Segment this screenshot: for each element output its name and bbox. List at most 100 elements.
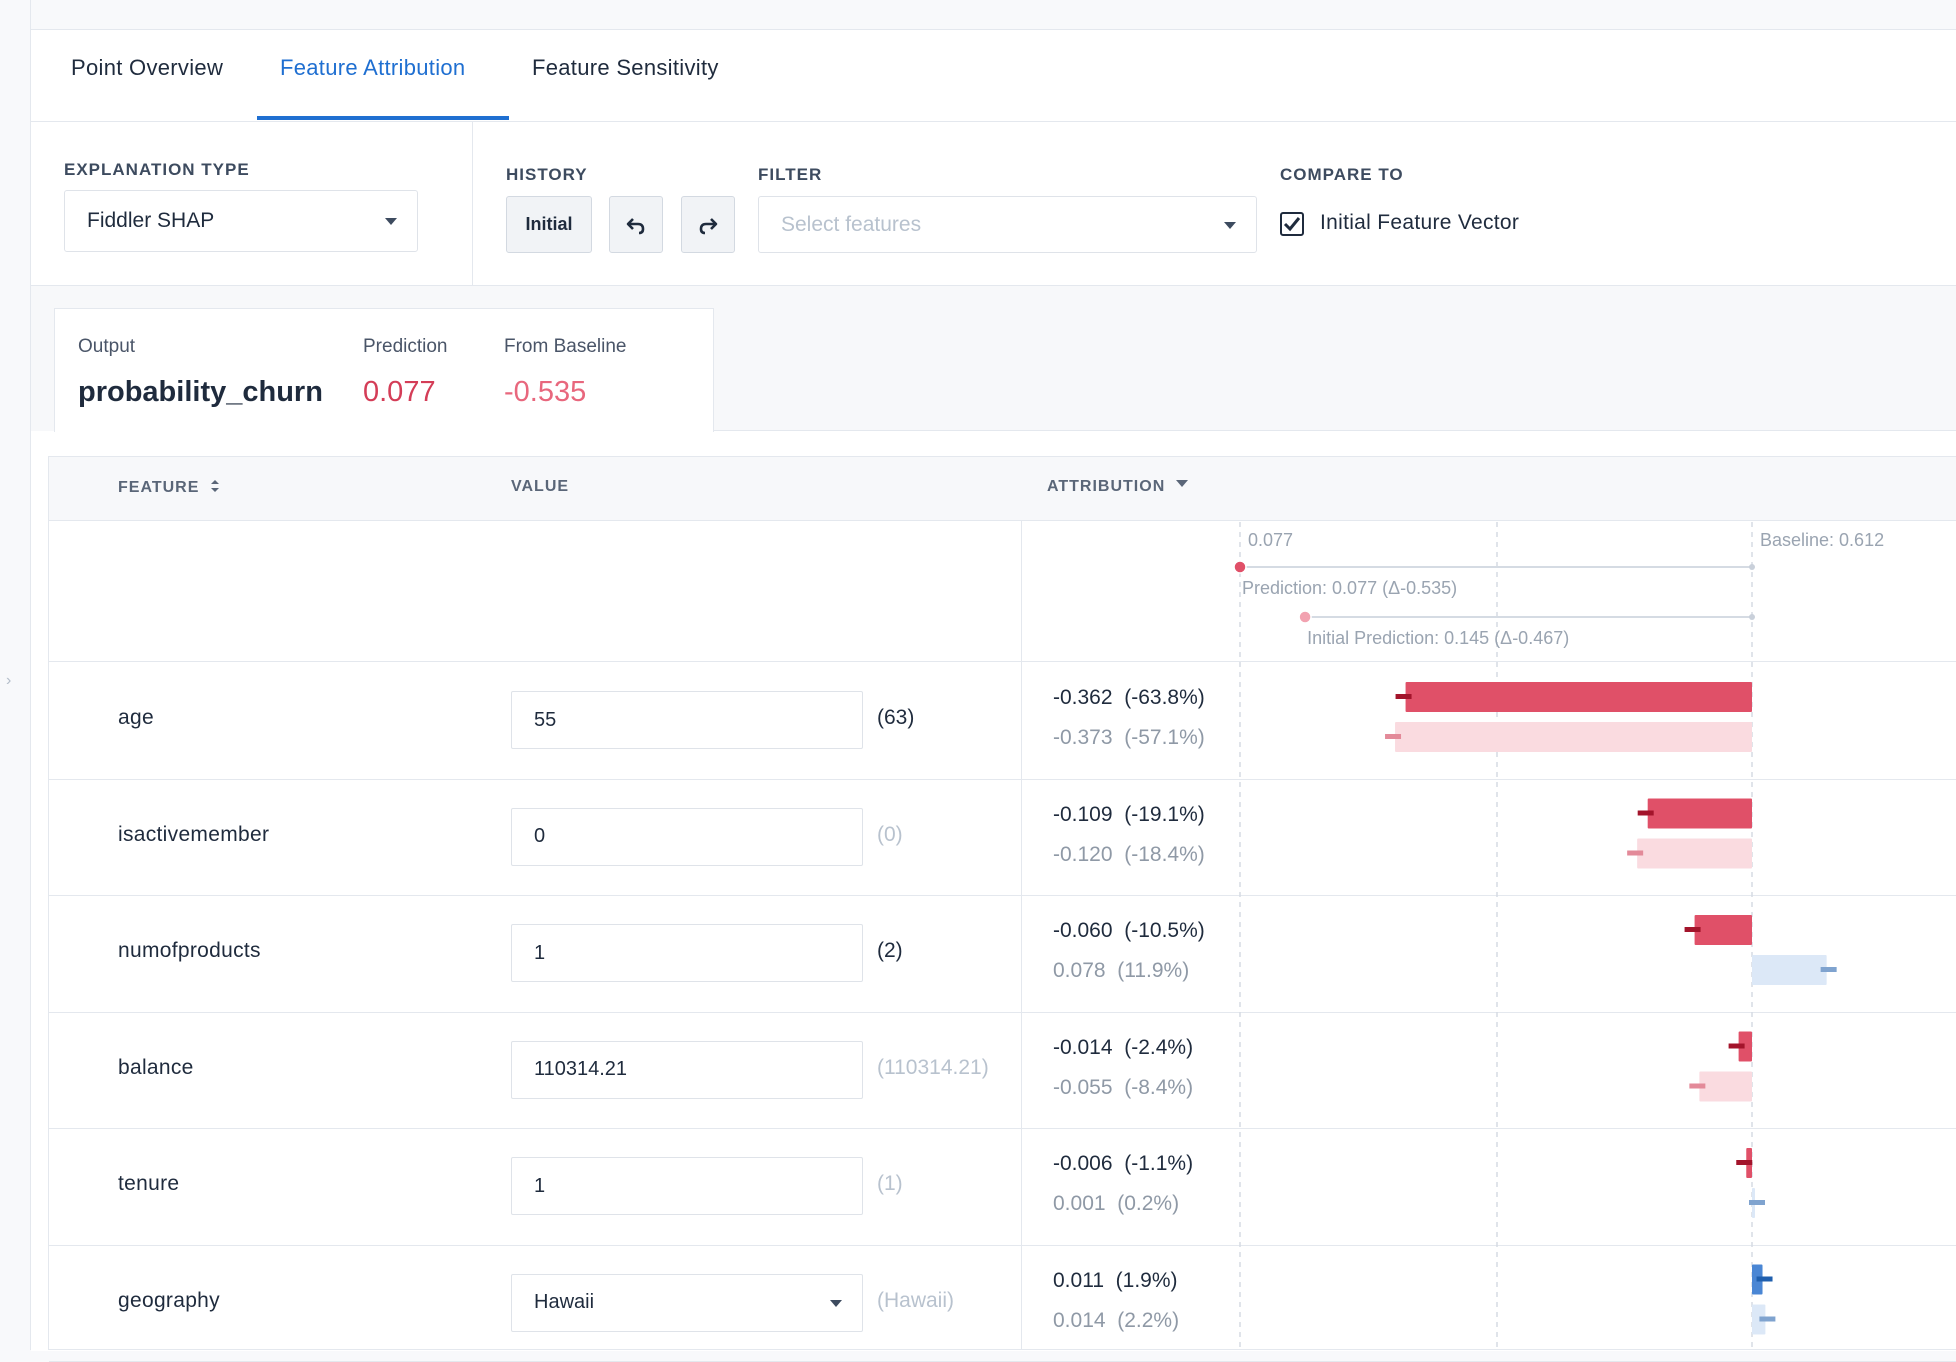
checkmark-icon <box>1283 217 1301 232</box>
column-divider <box>1021 521 1022 1350</box>
undo-button[interactable] <box>609 196 663 253</box>
attribution-current: -0.060 (-10.5%) <box>1053 919 1205 942</box>
output-label: Output <box>78 336 136 357</box>
attribution-initial: 0.078 (11.9%) <box>1053 959 1190 982</box>
feature-value-input[interactable]: 110314.21 <box>511 1040 863 1099</box>
attribution-current-pct: (-2.4%) <box>1124 1035 1194 1059</box>
feature-name: balance <box>118 1055 194 1079</box>
tabs-divider <box>31 121 1956 122</box>
baseline-dot <box>1749 564 1755 570</box>
feature-value-input[interactable]: 0 <box>511 807 863 866</box>
feature-value: 1 <box>534 1174 546 1197</box>
redo-icon <box>699 217 718 234</box>
tab-feature-sensitivity[interactable]: Feature Sensitivity <box>532 55 719 80</box>
attribution-initial: 0.014 (2.2%) <box>1053 1308 1180 1332</box>
attribution-bar-initial-tick <box>1689 1083 1706 1089</box>
initial-value: (63) <box>877 706 915 730</box>
feature-name: geography <box>118 1288 220 1312</box>
attribution-bar-current-tick <box>1684 927 1701 932</box>
attribution-initial-pct: (11.9%) <box>1117 959 1190 982</box>
compare-checkbox[interactable] <box>1280 212 1304 236</box>
feature-name: age <box>118 706 154 730</box>
feature-value: 110314.21 <box>534 1058 628 1081</box>
sort-desc-icon[interactable] <box>1175 479 1189 489</box>
feature-name: isactivemember <box>118 822 270 846</box>
feature-value: 0 <box>534 825 546 848</box>
caret-down-icon <box>385 218 397 225</box>
attribution-initial-pct: (0.2%) <box>1117 1192 1180 1215</box>
attribution-bar-current-tick <box>1395 694 1412 699</box>
output-value: probability_churn <box>78 376 323 408</box>
prediction-label: Prediction <box>363 336 448 357</box>
filter-select[interactable]: Select features <box>758 196 1257 253</box>
sort-icon[interactable] <box>209 478 221 494</box>
feature-value-select[interactable]: Hawaii <box>511 1273 863 1332</box>
attribution-bar-initial <box>1395 722 1752 752</box>
row-divider <box>49 1244 1956 1246</box>
prediction-tick-label: 0.077 <box>1248 530 1293 550</box>
compare-to-label: COMPARE TO <box>1280 165 1404 184</box>
row-divider <box>49 1011 1956 1013</box>
initial-value: (110314.21) <box>877 1055 989 1079</box>
summary-card <box>54 308 714 432</box>
attribution-bar-initial <box>1699 1071 1752 1102</box>
attribution-bar-initial-tick <box>1385 734 1402 739</box>
attribution-current-pct: (1.9%) <box>1115 1268 1178 1292</box>
prediction-caption: Prediction: 0.077 (Δ-0.535) <box>1242 578 1457 598</box>
row-divider <box>49 895 1956 896</box>
explanation-type-select[interactable]: Fiddler SHAP <box>64 190 418 252</box>
attribution-current: -0.109 (-19.1%) <box>1053 802 1205 826</box>
attribution-current-pct: (-63.8%) <box>1124 686 1205 709</box>
explanation-type-label: EXPLANATION TYPE <box>64 160 250 179</box>
attribution-initial-pct: (-57.1%) <box>1124 726 1205 749</box>
attribution-initial: -0.373 (-57.1%) <box>1053 726 1205 749</box>
initial-value: (2) <box>877 939 903 963</box>
filter-placeholder: Select features <box>781 212 922 236</box>
active-tab-indicator <box>257 116 509 120</box>
initial-button[interactable]: Initial <box>506 196 592 253</box>
from-baseline-label: From Baseline <box>504 336 627 357</box>
attribution-current: -0.014 (-2.4%) <box>1053 1035 1194 1059</box>
attribution-bar-current-tick <box>1736 1160 1753 1165</box>
caret-down-icon <box>1224 221 1236 229</box>
tab-point-overview[interactable]: Point Overview <box>71 55 224 80</box>
attribution-current-pct: (-19.1%) <box>1124 802 1205 826</box>
feature-value-input[interactable]: 1 <box>511 1157 863 1216</box>
attribution-initial: 0.001 (0.2%) <box>1053 1192 1180 1215</box>
tab-feature-attribution[interactable]: Feature Attribution <box>280 55 466 80</box>
initial-value: (0) <box>877 822 903 846</box>
chevron-right-icon[interactable]: › <box>6 672 12 689</box>
attribution-current-pct: (-10.5%) <box>1124 919 1205 942</box>
attribution-current: -0.006 (-1.1%) <box>1053 1152 1194 1175</box>
feature-column-header[interactable]: FEATURE <box>118 478 221 497</box>
attribution-bar-current <box>1647 798 1752 829</box>
attribution-bar-initial <box>1752 955 1827 985</box>
collapsed-sidebar[interactable] <box>0 0 31 1350</box>
attribution-bar-current <box>1405 682 1752 712</box>
from-baseline-value: -0.535 <box>504 376 587 408</box>
attribution-current: -0.362 (-63.8%) <box>1053 686 1205 709</box>
attribution-bar-current-tick <box>1637 810 1654 816</box>
attribution-bar-initial-tick <box>1759 1316 1776 1322</box>
attribution-bar-initial <box>1752 1304 1766 1335</box>
attribution-initial: -0.120 (-18.4%) <box>1053 842 1205 866</box>
attribution-current-pct: (-1.1%) <box>1124 1152 1194 1175</box>
compare-option-label[interactable]: Initial Feature Vector <box>1320 211 1520 234</box>
attribution-chart: 0.077 Baseline: 0.612 Prediction: 0.077 (Δ… <box>1233 522 1884 1350</box>
row-divider <box>49 1128 1956 1129</box>
attribution-column-header[interactable]: ATTRIBUTION <box>1047 478 1189 496</box>
attribution-bar-current-tick <box>1756 1276 1773 1282</box>
prediction-value: 0.077 <box>363 376 436 408</box>
initial-prediction-dot <box>1298 610 1312 624</box>
redo-button[interactable] <box>681 196 735 253</box>
attribution-bar-initial-tick <box>1627 850 1644 856</box>
feature-value-input[interactable]: 1 <box>511 924 863 983</box>
initial-prediction-caption: Initial Prediction: 0.145 (Δ-0.467) <box>1307 628 1569 648</box>
attribution-bar-initial-tick <box>1820 967 1837 972</box>
summary-divider <box>713 430 1956 431</box>
attribution-bar-initial-tick <box>1749 1200 1765 1205</box>
feature-value-input[interactable]: 55 <box>511 691 863 750</box>
attribution-bar-current-tick <box>1728 1043 1745 1049</box>
initial-value: (1) <box>877 1172 903 1196</box>
baseline-dot <box>1749 614 1755 620</box>
